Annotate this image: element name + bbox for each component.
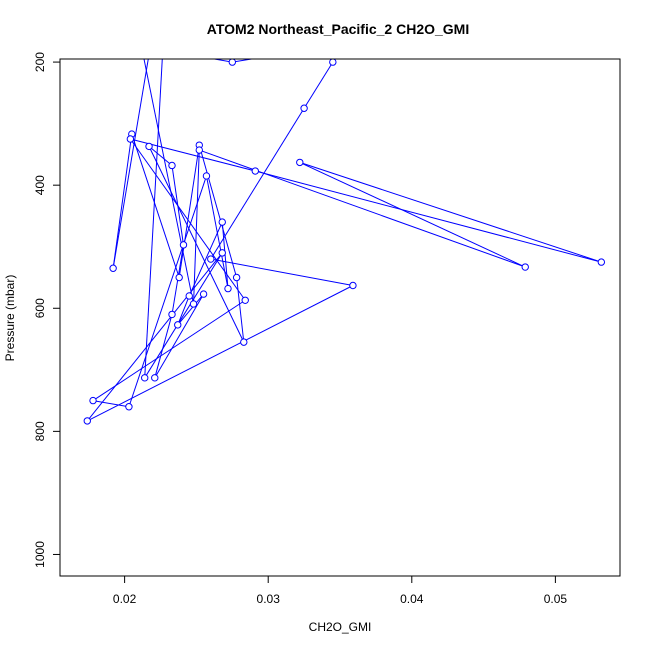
data-point [199, 290, 208, 298]
data-point [241, 296, 249, 304]
data-point [83, 417, 91, 425]
data-point [232, 273, 241, 282]
data-layer [83, 13, 606, 425]
series-segment [299, 161, 526, 268]
data-point [179, 241, 188, 249]
series-segment [112, 134, 133, 269]
chart-title: ATOM2 Northeast_Pacific_2 CH2O_GMI [207, 21, 469, 37]
series-segment [143, 34, 150, 46]
series-segment [131, 133, 180, 278]
series-segment [129, 138, 246, 301]
x-tick-label: 0.05 [544, 592, 568, 606]
data-point [218, 218, 226, 226]
y-axis-label: Pressure (mbar) [3, 275, 17, 362]
series-segment [144, 59, 163, 378]
x-tick-label: 0.02 [113, 592, 137, 606]
data-point [224, 284, 232, 293]
series-segment [210, 107, 305, 260]
series-segment [198, 145, 238, 278]
data-point [202, 172, 211, 180]
series-segment [221, 222, 229, 289]
plot-frame [59, 58, 621, 577]
data-point [195, 146, 203, 154]
series-segment [112, 59, 149, 269]
data-point [175, 273, 183, 282]
data-point [240, 338, 248, 346]
y-tick-label: 800 [33, 421, 47, 441]
series-segment [154, 314, 173, 378]
series-segment [92, 299, 246, 402]
series-segment [303, 61, 334, 109]
data-point [89, 396, 97, 405]
data-point [597, 258, 606, 266]
data-point [145, 142, 153, 151]
x-tick-label: 0.03 [257, 592, 281, 606]
series-segment [205, 175, 229, 289]
x-axis: 0.02 0.03 0.04 0.05 [113, 576, 567, 606]
x-tick-label: 0.04 [400, 592, 424, 606]
series-segment [210, 258, 354, 286]
series-segment [144, 252, 223, 379]
series-segment [193, 150, 200, 304]
data-point [168, 310, 176, 319]
y-tick-label: 400 [33, 175, 47, 195]
series-segment [199, 149, 526, 268]
series-segment [177, 293, 204, 326]
series-segment [161, 13, 165, 28]
data-point [141, 374, 149, 382]
data-point [174, 321, 182, 329]
data-point [189, 300, 198, 308]
series-segment [128, 175, 207, 407]
series-segment [236, 277, 245, 343]
series-segment [178, 145, 200, 278]
y-axis: 200 400 600 800 1000 [33, 52, 60, 568]
series-segment [86, 252, 223, 422]
data-point [151, 374, 159, 382]
series-segment [87, 285, 354, 422]
data-point [329, 59, 337, 66]
series-segment [232, 59, 255, 63]
y-tick-label: 600 [33, 298, 47, 318]
data-point [349, 281, 357, 290]
series-segment [148, 146, 245, 343]
series-segment [255, 170, 602, 263]
data-point [228, 59, 237, 66]
series-segment [135, 13, 161, 28]
y-tick-label: 200 [33, 52, 47, 72]
series-segment [92, 400, 130, 408]
y-tick-label: 1000 [33, 541, 47, 568]
data-point [185, 292, 193, 300]
series-segment [299, 161, 602, 263]
series-segment [211, 59, 233, 63]
data-point [126, 135, 135, 143]
x-axis-label: CH2O_GMI [309, 620, 372, 634]
data-point [168, 161, 176, 170]
data-point [251, 167, 259, 175]
series-segment [177, 295, 190, 326]
data-point [125, 403, 133, 411]
data-point [296, 158, 304, 167]
data-point [521, 263, 529, 271]
series-segment [143, 59, 195, 305]
data-point [109, 264, 117, 272]
data-point [207, 255, 215, 263]
series-segment [154, 293, 205, 379]
series-segment [148, 146, 173, 166]
data-point [218, 249, 226, 257]
data-point [300, 104, 308, 112]
